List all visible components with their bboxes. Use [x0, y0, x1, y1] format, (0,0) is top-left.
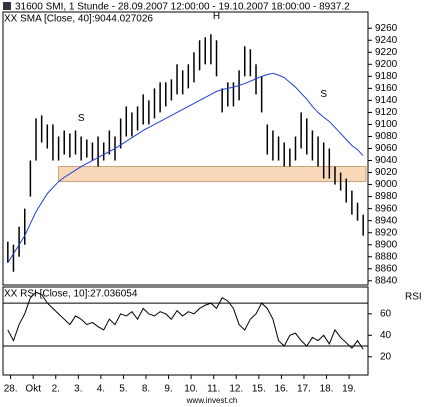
- y-tick-label: 40: [380, 330, 392, 341]
- y-tick-label: 8880: [375, 251, 398, 262]
- rsi-panel: [2, 286, 369, 376]
- x-tick-label: Okt: [25, 384, 41, 395]
- y-tick-label: 8940: [375, 215, 398, 226]
- y-tick-label: 9160: [375, 83, 398, 94]
- y-tick-label: 8860: [375, 263, 398, 274]
- watermark: www.invest.ch: [186, 396, 238, 405]
- rsi-axis-label: RSI: [405, 292, 422, 303]
- x-tick-label: 28.: [4, 384, 18, 395]
- y-tick-label: 9000: [375, 179, 398, 190]
- y-tick-label: 9140: [375, 95, 398, 106]
- x-tick-label: 17.: [297, 384, 311, 395]
- support-zone: [58, 166, 367, 183]
- y-tick-label: 9260: [375, 23, 398, 34]
- annotation: H: [213, 11, 220, 22]
- annotation: S: [78, 113, 85, 124]
- legend-rsi: XX RSI [Close, 10]:27.036054: [4, 289, 138, 300]
- y-tick-label: 20: [380, 351, 392, 362]
- x-tick-label: 8.: [142, 384, 150, 395]
- chart-title: 31600 SMI, 1 Stunde - 28.09.2007 12:00:0…: [15, 2, 350, 13]
- y-tick-label: 9120: [375, 107, 398, 118]
- y-tick-label: 9020: [375, 167, 398, 178]
- y-tick-label: 9240: [375, 35, 398, 46]
- x-tick-label: 16.: [274, 384, 288, 395]
- y-tick-label: 60: [380, 308, 392, 319]
- sma-line: [7, 72, 364, 264]
- x-tick-label: 10.: [184, 384, 198, 395]
- x-tick-label: 12.: [229, 384, 243, 395]
- y-tick-label: 9100: [375, 119, 398, 130]
- y-tick-label: 9200: [375, 59, 398, 70]
- x-tick-label: 9.: [164, 384, 172, 395]
- y-tick-label: 9180: [375, 71, 398, 82]
- y-tick-label: 8840: [375, 275, 398, 286]
- y-tick-label: 8960: [375, 203, 398, 214]
- legend-sma: XX SMA [Close, 40]:9044.027026: [4, 14, 153, 25]
- y-tick-label: 9060: [375, 143, 398, 154]
- x-tick-label: 4.: [97, 384, 105, 395]
- rsi-line: [7, 291, 364, 350]
- x-tick-label: 18.: [320, 384, 334, 395]
- y-tick-label: 8920: [375, 227, 398, 238]
- annotation: S: [320, 89, 327, 100]
- x-tick-label: 11.: [207, 384, 220, 395]
- y-tick-label: 9080: [375, 131, 398, 142]
- x-tick-label: 2.: [52, 384, 60, 395]
- y-tick-label: 8980: [375, 191, 398, 202]
- x-tick-label: 3.: [74, 384, 82, 395]
- x-tick-label: 19.: [342, 384, 356, 395]
- y-tick-label: 9220: [375, 47, 398, 58]
- y-tick-label: 9040: [375, 155, 398, 166]
- y-tick-label: 8900: [375, 239, 398, 250]
- x-tick-label: 5.: [119, 384, 127, 395]
- icon: [3, 2, 11, 10]
- x-tick-label: 15.: [252, 384, 266, 395]
